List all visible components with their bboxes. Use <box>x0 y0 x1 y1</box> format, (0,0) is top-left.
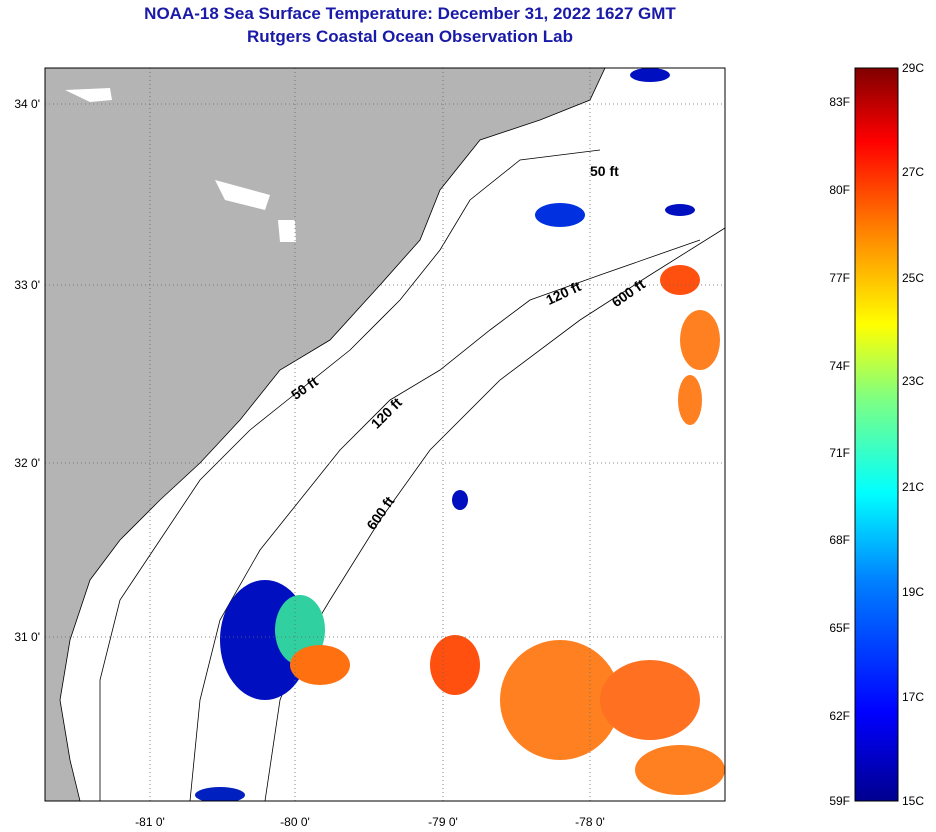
colorbar-c-label: 29C <box>902 61 925 75</box>
colorbar-f-label: 68F <box>829 533 850 547</box>
colorbar-c-label: 19C <box>902 585 925 599</box>
colorbar-f-label: 80F <box>829 183 850 197</box>
lat-label: 33 0' <box>14 278 40 292</box>
isobath-120ft <box>189 239 701 801</box>
lat-label: 34 0' <box>14 97 40 111</box>
colorbar-f-label: 71F <box>829 446 850 460</box>
colorbar-f-label: 83F <box>829 95 850 109</box>
sst-patches <box>195 68 725 801</box>
lat-label: 32 0' <box>14 456 40 470</box>
colorbar-f-label: 74F <box>829 359 850 373</box>
contour-label: 50 ft <box>590 163 619 179</box>
colorbar-c-label: 21C <box>902 480 925 494</box>
isobath-50ft <box>99 149 601 801</box>
colorbar-c-label: 23C <box>902 374 925 388</box>
colorbar-f-label: 77F <box>829 271 850 285</box>
lon-label: -80 0' <box>280 815 310 829</box>
colorbar-c-label: 25C <box>902 271 925 285</box>
colorbar-f-label: 65F <box>829 621 850 635</box>
lon-label: -79 0' <box>428 815 458 829</box>
colorbar <box>854 67 899 802</box>
lon-label: -81 0' <box>135 815 165 829</box>
lon-label: -78 0' <box>575 815 605 829</box>
colorbar-f-label: 59F <box>829 794 850 808</box>
colorbar-c-label: 17C <box>902 690 925 704</box>
lat-label: 31 0' <box>14 630 40 644</box>
map-subtitle: Rutgers Coastal Ocean Observation Lab <box>247 27 573 46</box>
colorbar-c-label: 15C <box>902 794 925 808</box>
colorbar-f-label: 62F <box>829 709 850 723</box>
colorbar-c-label: 27C <box>902 165 925 179</box>
map-title: NOAA-18 Sea Surface Temperature: Decembe… <box>144 4 676 23</box>
land <box>45 68 606 801</box>
